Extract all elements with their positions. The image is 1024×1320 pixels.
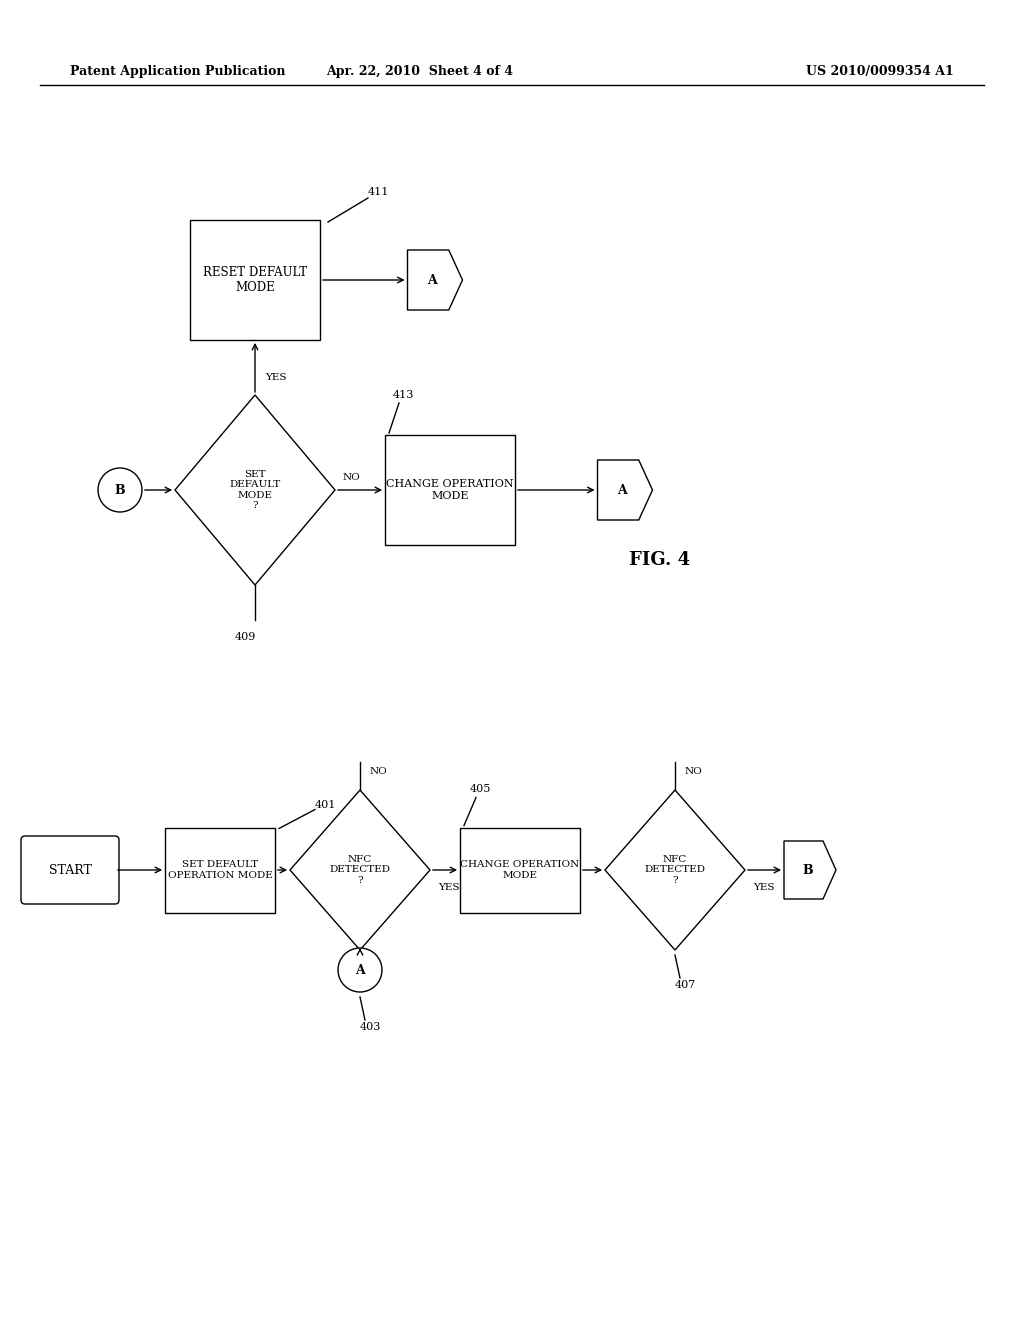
Text: YES: YES	[265, 372, 287, 381]
Bar	[385, 436, 515, 545]
Text: A: A	[617, 483, 627, 496]
Text: SET
DEFAULT
MODE
?: SET DEFAULT MODE ?	[229, 470, 281, 510]
Polygon shape	[408, 249, 463, 310]
Text: NFC
DETECTED
?: NFC DETECTED ?	[644, 855, 706, 884]
Text: A: A	[355, 964, 365, 977]
Text: YES: YES	[753, 883, 774, 892]
Polygon shape	[784, 841, 836, 899]
Polygon shape	[290, 789, 430, 950]
Text: YES: YES	[438, 883, 460, 892]
Text: A: A	[427, 273, 437, 286]
Polygon shape	[175, 395, 335, 585]
Polygon shape	[597, 459, 652, 520]
Text: 403: 403	[359, 1022, 381, 1032]
Text: START: START	[48, 863, 91, 876]
Text: NO: NO	[343, 474, 360, 483]
Bar	[165, 828, 275, 912]
Text: CHANGE OPERATION
MODE: CHANGE OPERATION MODE	[386, 479, 514, 500]
Text: NFC
DETECTED
?: NFC DETECTED ?	[330, 855, 390, 884]
Text: B: B	[802, 863, 813, 876]
Text: NO: NO	[685, 767, 702, 776]
Text: 409: 409	[234, 632, 256, 642]
Text: RESET DEFAULT
MODE: RESET DEFAULT MODE	[203, 267, 307, 294]
Text: 411: 411	[368, 187, 389, 197]
FancyBboxPatch shape	[22, 836, 119, 904]
Text: Apr. 22, 2010  Sheet 4 of 4: Apr. 22, 2010 Sheet 4 of 4	[327, 66, 513, 78]
Text: US 2010/0099354 A1: US 2010/0099354 A1	[806, 66, 954, 78]
Text: 401: 401	[314, 800, 336, 810]
Bar	[190, 220, 319, 341]
Text: 405: 405	[469, 784, 490, 795]
Text: CHANGE OPERATION
MODE: CHANGE OPERATION MODE	[461, 861, 580, 879]
Bar	[460, 828, 580, 912]
Text: B: B	[115, 483, 125, 496]
Text: Patent Application Publication: Patent Application Publication	[70, 66, 286, 78]
Polygon shape	[605, 789, 745, 950]
Circle shape	[98, 469, 142, 512]
Text: FIG. 4: FIG. 4	[630, 550, 690, 569]
Text: 413: 413	[392, 389, 414, 400]
Text: NO: NO	[370, 767, 388, 776]
Circle shape	[338, 948, 382, 993]
Text: SET DEFAULT
OPERATION MODE: SET DEFAULT OPERATION MODE	[168, 861, 272, 879]
Text: 407: 407	[675, 979, 695, 990]
